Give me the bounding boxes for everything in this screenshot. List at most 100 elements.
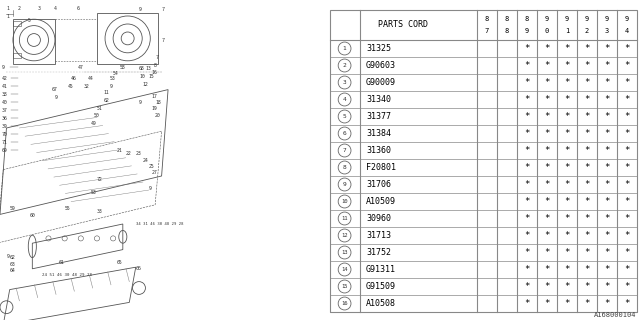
Text: *: * (564, 146, 570, 155)
Text: 39: 39 (2, 124, 8, 129)
Text: 9: 9 (139, 7, 142, 12)
Text: *: * (544, 61, 550, 70)
Text: 8: 8 (342, 165, 346, 170)
Text: *: * (604, 163, 609, 172)
Text: *: * (584, 163, 589, 172)
Text: A168000104: A168000104 (595, 312, 637, 318)
Text: 4: 4 (342, 97, 346, 102)
Text: 65: 65 (116, 260, 122, 265)
Text: *: * (564, 163, 570, 172)
Text: *: * (604, 146, 609, 155)
Text: *: * (624, 248, 630, 257)
Text: *: * (604, 265, 609, 274)
Text: 51: 51 (97, 106, 102, 111)
Text: 20: 20 (155, 113, 161, 118)
Text: *: * (624, 265, 630, 274)
Text: G91509: G91509 (366, 282, 396, 291)
Text: *: * (544, 282, 550, 291)
Text: 24: 24 (142, 157, 148, 163)
Text: *: * (524, 44, 529, 53)
Text: 9: 9 (585, 16, 589, 22)
Text: 31706: 31706 (366, 180, 391, 189)
Text: F20801: F20801 (366, 163, 396, 172)
Text: *: * (604, 61, 609, 70)
Text: 50: 50 (93, 113, 99, 118)
Text: 46: 46 (71, 76, 77, 81)
Text: 9: 9 (564, 16, 569, 22)
Text: *: * (524, 299, 529, 308)
Text: 31713: 31713 (366, 231, 391, 240)
Text: 62: 62 (104, 98, 109, 103)
Text: *: * (524, 146, 529, 155)
Text: 1: 1 (6, 13, 10, 19)
Text: *: * (604, 197, 609, 206)
Text: 16: 16 (341, 301, 348, 306)
Text: 54: 54 (113, 71, 119, 76)
Text: 62: 62 (10, 255, 15, 260)
Text: 44: 44 (87, 76, 93, 81)
Text: *: * (624, 299, 630, 308)
Text: *: * (524, 180, 529, 189)
Text: A10508: A10508 (366, 299, 396, 308)
Text: 25: 25 (148, 164, 154, 169)
Text: 66: 66 (136, 266, 141, 271)
Text: 40: 40 (2, 100, 8, 105)
Text: 31360: 31360 (366, 146, 391, 155)
Text: *: * (584, 197, 589, 206)
Text: G90009: G90009 (366, 78, 396, 87)
Text: 55: 55 (65, 205, 70, 211)
Text: 9: 9 (525, 28, 529, 34)
Text: 30960: 30960 (366, 214, 391, 223)
Text: *: * (524, 61, 529, 70)
Text: *: * (544, 146, 550, 155)
Text: *: * (544, 180, 550, 189)
Text: 8: 8 (505, 28, 509, 34)
Text: *: * (584, 44, 589, 53)
Text: 31377: 31377 (366, 112, 391, 121)
Text: *: * (604, 180, 609, 189)
Text: 7: 7 (161, 37, 164, 43)
Text: 1: 1 (342, 46, 346, 51)
Text: 2: 2 (585, 28, 589, 34)
Text: *: * (604, 282, 609, 291)
Text: *: * (564, 299, 570, 308)
Text: 9: 9 (605, 16, 609, 22)
Text: 3: 3 (342, 80, 346, 85)
Text: *: * (524, 265, 529, 274)
Text: 53: 53 (90, 189, 96, 195)
Text: 19: 19 (152, 106, 157, 111)
Text: 3: 3 (37, 5, 40, 11)
Text: 3: 3 (605, 28, 609, 34)
Text: *: * (564, 61, 570, 70)
Text: *: * (604, 299, 609, 308)
Text: 9: 9 (2, 65, 4, 70)
Text: *: * (544, 197, 550, 206)
Text: *: * (564, 112, 570, 121)
Text: *: * (564, 180, 570, 189)
Text: 0: 0 (545, 28, 549, 34)
Text: *: * (584, 248, 589, 257)
Text: 59: 59 (10, 205, 15, 211)
Text: *: * (624, 146, 630, 155)
Text: *: * (544, 214, 550, 223)
Text: 33: 33 (97, 209, 102, 214)
Text: 12: 12 (341, 233, 348, 238)
Text: A10509: A10509 (366, 197, 396, 206)
Text: *: * (544, 163, 550, 172)
Text: 47: 47 (77, 65, 83, 70)
Text: 7: 7 (342, 148, 346, 153)
Text: *: * (564, 197, 570, 206)
Text: 5: 5 (342, 114, 346, 119)
Text: *: * (624, 197, 630, 206)
Text: *: * (524, 112, 529, 121)
Text: G90603: G90603 (366, 61, 396, 70)
Text: 10: 10 (341, 199, 348, 204)
Text: 7: 7 (155, 55, 158, 60)
Text: *: * (564, 265, 570, 274)
Text: *: * (604, 112, 609, 121)
Text: *: * (544, 78, 550, 87)
Text: 11: 11 (104, 90, 109, 95)
Text: *: * (624, 180, 630, 189)
Text: 32: 32 (84, 84, 90, 89)
Text: 68: 68 (139, 66, 145, 71)
